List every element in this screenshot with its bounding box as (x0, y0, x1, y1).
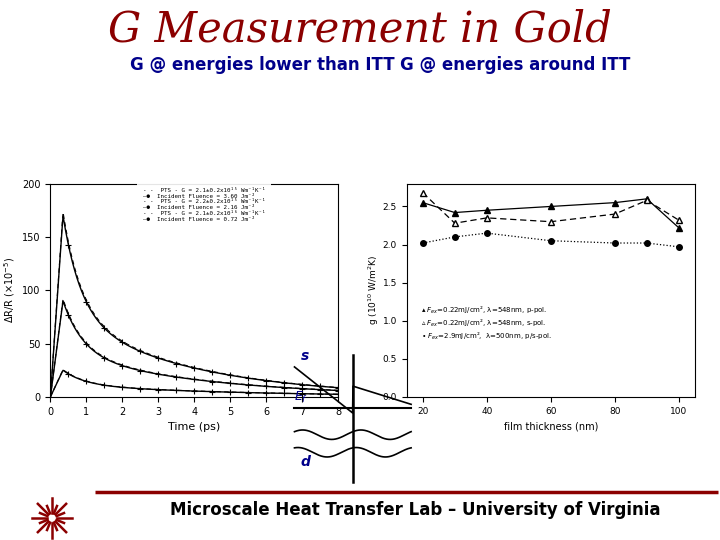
Text: G @ energies lower than ITT: G @ energies lower than ITT (130, 56, 395, 74)
Text: G @ energies around ITT: G @ energies around ITT (400, 56, 631, 74)
Y-axis label: g (10$^{10}$ W/m$^{2}$K): g (10$^{10}$ W/m$^{2}$K) (367, 255, 382, 326)
Text: G Measurement in Gold: G Measurement in Gold (108, 9, 612, 51)
Text: Microscale Heat Transfer Lab – University of Virginia: Microscale Heat Transfer Lab – Universit… (170, 501, 660, 519)
Text: $\blacktriangle$ $F_{ex}$=0.22mJ/cm², λ=548nm, p-pol.
$\vartriangle$ $F_{ex}$=0.: $\blacktriangle$ $F_{ex}$=0.22mJ/cm², λ=… (421, 305, 552, 342)
Text: d: d (301, 455, 311, 469)
X-axis label: Time (ps): Time (ps) (168, 422, 220, 432)
Text: *Hohlfeld et al., 2000: *Hohlfeld et al., 2000 (530, 359, 664, 372)
Text: - -  PTS - G = 2.1±0.2x10¹⁵ Wm⁻¹K⁻¹
—●  Incident Fluence = 3.60 Jm⁻²
- -  PTS - : - - PTS - G = 2.1±0.2x10¹⁵ Wm⁻¹K⁻¹ —● In… (143, 188, 265, 222)
X-axis label: film thickness (nm): film thickness (nm) (503, 421, 598, 431)
Text: s: s (301, 349, 309, 363)
Text: *Smith and Norris, 2001: *Smith and Norris, 2001 (72, 359, 223, 372)
Text: $E_f$: $E_f$ (294, 390, 309, 405)
Y-axis label: $\Delta$R/R ($\times$10$^{-5}$): $\Delta$R/R ($\times$10$^{-5}$) (2, 257, 17, 323)
